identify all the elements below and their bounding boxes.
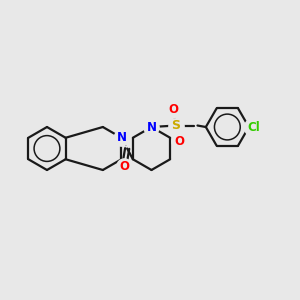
Text: O: O bbox=[119, 160, 129, 173]
Text: N: N bbox=[116, 131, 127, 144]
Text: Cl: Cl bbox=[247, 121, 260, 134]
Text: O: O bbox=[174, 134, 184, 148]
Text: N: N bbox=[146, 121, 157, 134]
Text: O: O bbox=[168, 103, 178, 116]
Text: S: S bbox=[172, 119, 181, 132]
